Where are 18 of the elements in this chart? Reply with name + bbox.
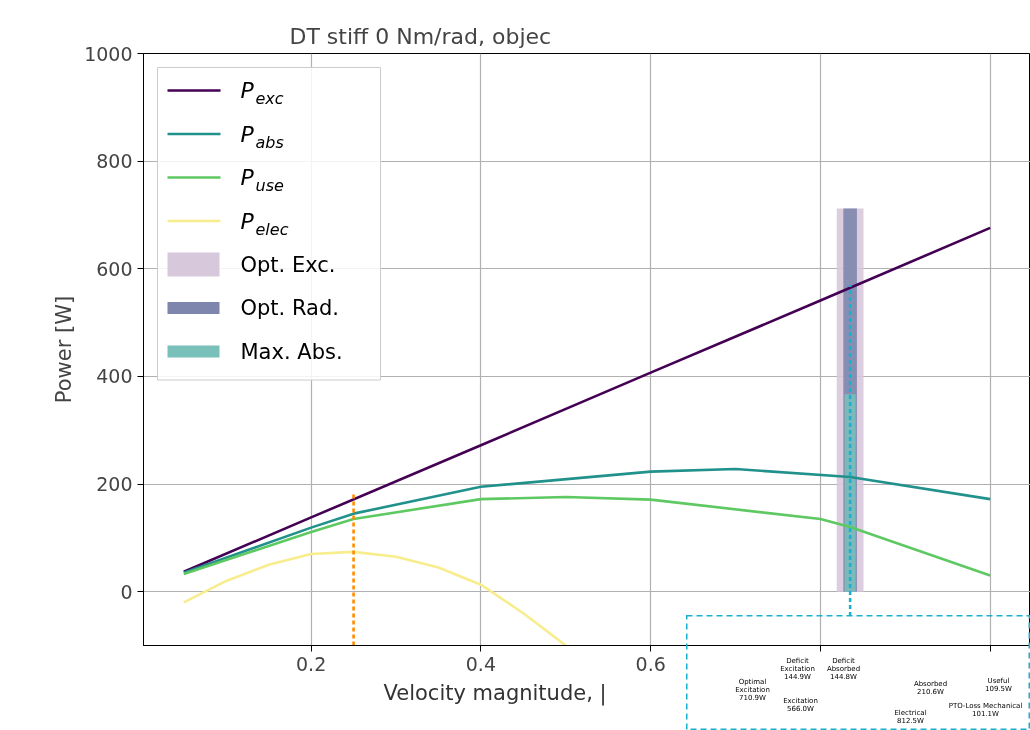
- x-axis-title: Velocity magnitude, |: [383, 680, 607, 706]
- y-tick-label: 800: [96, 150, 133, 173]
- x-tick-label: 0.2: [296, 652, 327, 675]
- legend-label: Max. Abs.: [240, 339, 343, 364]
- line-series: [182, 467, 992, 575]
- y-tick-label: 400: [96, 365, 133, 388]
- line-series: [182, 550, 568, 646]
- y-tick-label: 0: [120, 580, 133, 603]
- line-series: [182, 495, 992, 577]
- y-tick-label: 600: [96, 257, 133, 280]
- chart-title: DT stiff 0 Nm/rad, objec: [289, 23, 552, 49]
- x-tick-label: 0.4: [465, 652, 497, 675]
- y-axis-title: Power [W]: [52, 295, 77, 404]
- legend-label: Opt. Exc.: [240, 252, 336, 277]
- x-tick-label: 0.6: [635, 652, 666, 675]
- y-tick-label: 200: [96, 473, 133, 496]
- y-tick-label: 1000: [84, 42, 133, 65]
- legend-label: Opt. Rad.: [240, 296, 339, 320]
